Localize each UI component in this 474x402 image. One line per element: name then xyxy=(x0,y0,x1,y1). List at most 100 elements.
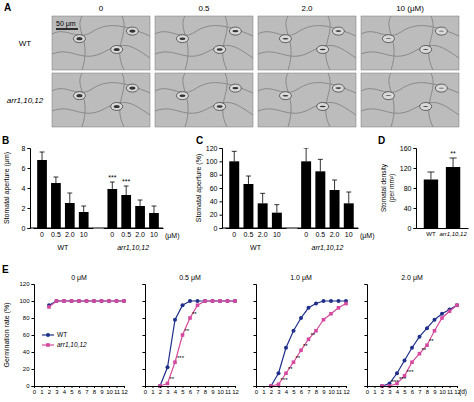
axis-line xyxy=(28,149,31,229)
tick-label: 2 xyxy=(270,389,274,395)
tick: 8 xyxy=(22,145,30,152)
bar xyxy=(243,184,253,228)
tick xyxy=(143,386,146,387)
tick-label: 3 xyxy=(388,389,392,395)
tick-mark xyxy=(339,386,340,388)
error-cap xyxy=(67,193,72,194)
tick-label: 20 xyxy=(23,366,30,372)
point xyxy=(322,299,326,303)
axis-title: Stomatal aperture (%) xyxy=(195,154,203,222)
tick-mark xyxy=(143,284,146,285)
point xyxy=(433,329,437,333)
tick xyxy=(254,352,257,353)
stoma-pore xyxy=(385,38,391,40)
stoma-pore xyxy=(423,49,429,51)
point xyxy=(107,299,111,303)
error-bar xyxy=(126,186,127,195)
tick-mark xyxy=(414,188,417,189)
panel-letter: B xyxy=(2,135,9,146)
tick-mark xyxy=(254,369,257,370)
cell-wall xyxy=(223,73,227,127)
tick-mark xyxy=(143,369,146,370)
tick-mark xyxy=(220,228,223,229)
bar xyxy=(107,189,117,228)
error-bar xyxy=(42,152,43,160)
tick-mark xyxy=(124,386,125,388)
tick-mark xyxy=(32,352,35,353)
tick: 9 xyxy=(211,386,215,395)
axis: 00.52.010 xyxy=(297,228,358,238)
tick-label: 0 xyxy=(22,225,26,232)
cell-wall xyxy=(429,16,433,70)
tick-mark xyxy=(94,386,95,388)
point xyxy=(107,299,111,303)
tick-mark xyxy=(220,148,223,149)
tick-mark xyxy=(220,161,223,162)
tick: 2.0 xyxy=(135,228,145,238)
tick-label: 4 xyxy=(174,389,178,395)
point xyxy=(307,306,311,310)
tick-mark xyxy=(365,386,368,387)
stoma-pore xyxy=(217,48,223,50)
row-label: arr1,10,12 xyxy=(7,96,44,105)
error-cap xyxy=(152,206,157,207)
tick: 100 xyxy=(206,158,222,165)
tick: 0 xyxy=(110,228,114,238)
stoma-pore xyxy=(179,94,185,96)
cell-wall xyxy=(52,83,150,93)
tick-label: 0.5 xyxy=(51,231,61,238)
axis: 00.52.010 xyxy=(34,228,94,238)
axis-title: (d) xyxy=(459,388,467,396)
significance: *** xyxy=(399,376,407,382)
tick: 0 xyxy=(40,228,44,238)
axis: 0123456789101112 xyxy=(366,386,462,395)
tick xyxy=(254,369,257,370)
error-bar xyxy=(55,177,56,183)
stoma xyxy=(126,84,138,92)
cell-wall xyxy=(52,102,150,115)
tick: 0.5 xyxy=(51,228,61,238)
point xyxy=(92,299,96,303)
tick-label: 2.0 xyxy=(258,231,268,238)
tick-mark xyxy=(254,352,257,353)
tick-label: 11 xyxy=(447,389,454,395)
tick-label: 6 xyxy=(300,389,304,395)
tick-label: 120 xyxy=(19,281,30,287)
tick-mark xyxy=(28,168,31,169)
tick-mark xyxy=(254,335,257,336)
point xyxy=(418,335,422,339)
cell-wall xyxy=(155,83,253,93)
point xyxy=(395,371,399,375)
tick-label: 10 xyxy=(328,389,335,395)
tick: 5 xyxy=(403,386,407,395)
point xyxy=(85,299,89,303)
error-bar xyxy=(306,148,307,161)
plot-area xyxy=(380,303,459,388)
stoma xyxy=(435,84,447,92)
stoma xyxy=(420,45,432,53)
error-bar xyxy=(320,159,321,171)
cell-wall xyxy=(258,45,356,58)
tick-label: 0 xyxy=(408,225,412,232)
tick-mark xyxy=(414,168,417,169)
tick-mark xyxy=(316,386,317,388)
error-cap xyxy=(346,192,351,193)
tick-label: 10 xyxy=(273,231,281,238)
significance: *** xyxy=(407,369,415,375)
point xyxy=(329,312,333,316)
series-line xyxy=(160,301,235,386)
tick-label: 1 xyxy=(151,389,155,395)
tick-mark xyxy=(442,386,443,388)
tick-label: 9 xyxy=(211,389,215,395)
tick-label: 0 xyxy=(110,231,114,238)
tick-label: 5 xyxy=(70,389,74,395)
axis xyxy=(254,285,257,387)
point xyxy=(425,326,429,330)
bar xyxy=(330,190,340,228)
micrograph xyxy=(258,73,356,127)
tick-mark xyxy=(183,386,184,388)
legend-label: arr1,10,12 xyxy=(57,341,87,348)
point xyxy=(100,299,104,303)
image-tile xyxy=(258,73,356,127)
tick: 3 xyxy=(166,386,170,395)
